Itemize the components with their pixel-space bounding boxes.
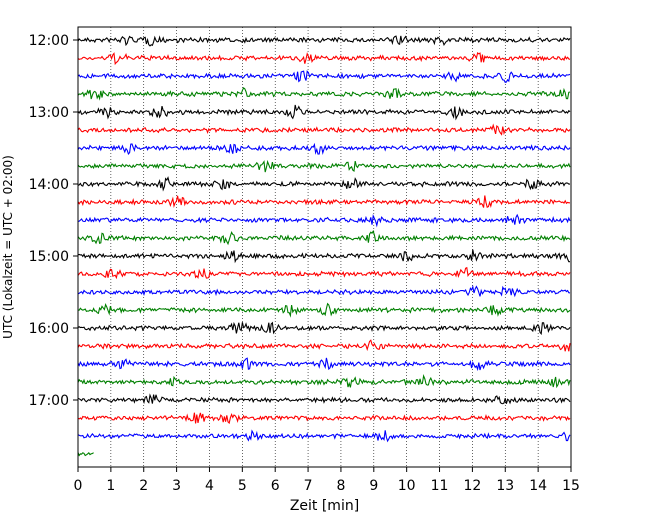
trace-lines	[77, 35, 571, 457]
trace-1315	[77, 123, 571, 136]
x-tick-label-7: 7	[304, 478, 313, 494]
trace-1330	[77, 142, 571, 155]
trace-1615	[77, 339, 571, 352]
y-axis-ticks: 12:00 13:00 14:00 15:00 16:00 17:00	[29, 33, 78, 409]
trace-1245	[77, 87, 571, 101]
x-tick-label-6: 6	[271, 478, 280, 494]
x-tick-label-9: 9	[369, 478, 378, 494]
x-tick-label-3: 3	[172, 478, 181, 494]
trace-1500	[77, 249, 570, 264]
x-tick-label-15: 15	[562, 478, 580, 494]
plot-frame	[77, 26, 572, 468]
trace-1300	[77, 104, 571, 121]
y-tick-label-1200: 12:00	[29, 33, 69, 49]
y-tick-label-1600: 16:00	[29, 321, 69, 337]
trace-1415	[77, 195, 570, 209]
trace-1730	[77, 429, 571, 443]
x-tick-label-4: 4	[205, 478, 214, 494]
trace-1645	[77, 374, 571, 389]
x-tick-label-0: 0	[74, 478, 83, 494]
trace-1745	[77, 451, 94, 457]
y-tick-label-1700: 17:00	[29, 393, 69, 409]
trace-1630	[77, 357, 571, 372]
x-tick-label-5: 5	[238, 478, 247, 494]
grid-lines	[110, 27, 539, 467]
x-tick-label-1: 1	[106, 478, 115, 494]
y-tick-label-1400: 14:00	[29, 177, 69, 193]
x-tick-label-12: 12	[463, 478, 481, 494]
x-tick-label-8: 8	[336, 478, 345, 494]
y-axis-label: UTC (Lokalzeit = UTC + 02:00)	[1, 155, 15, 339]
trace-1230	[77, 70, 571, 83]
trace-1215	[77, 51, 571, 66]
x-tick-label-2: 2	[139, 478, 148, 494]
trace-1545	[77, 302, 571, 318]
trace-1600	[77, 321, 571, 336]
trace-1515	[77, 266, 571, 280]
x-tick-label-14: 14	[529, 478, 547, 494]
trace-1530	[77, 284, 571, 298]
x-tick-label-10: 10	[398, 478, 416, 494]
trace-1430	[77, 213, 571, 228]
x-axis-label: Zeit [min]	[290, 498, 359, 514]
x-axis-ticks: 0 1 2 3 4 5 6 7 8 9 10 11 12 13 14 15	[74, 467, 580, 494]
trace-1715	[77, 412, 571, 425]
trace-1445	[77, 229, 571, 246]
trace-1700	[77, 393, 571, 405]
trace-1200	[77, 35, 571, 47]
y-tick-label-1300: 13:00	[29, 105, 69, 121]
x-tick-label-11: 11	[431, 478, 449, 494]
x-tick-label-13: 13	[496, 478, 514, 494]
y-tick-label-1500: 15:00	[29, 249, 69, 265]
trace-1400	[77, 176, 570, 192]
trace-1345	[77, 159, 571, 173]
